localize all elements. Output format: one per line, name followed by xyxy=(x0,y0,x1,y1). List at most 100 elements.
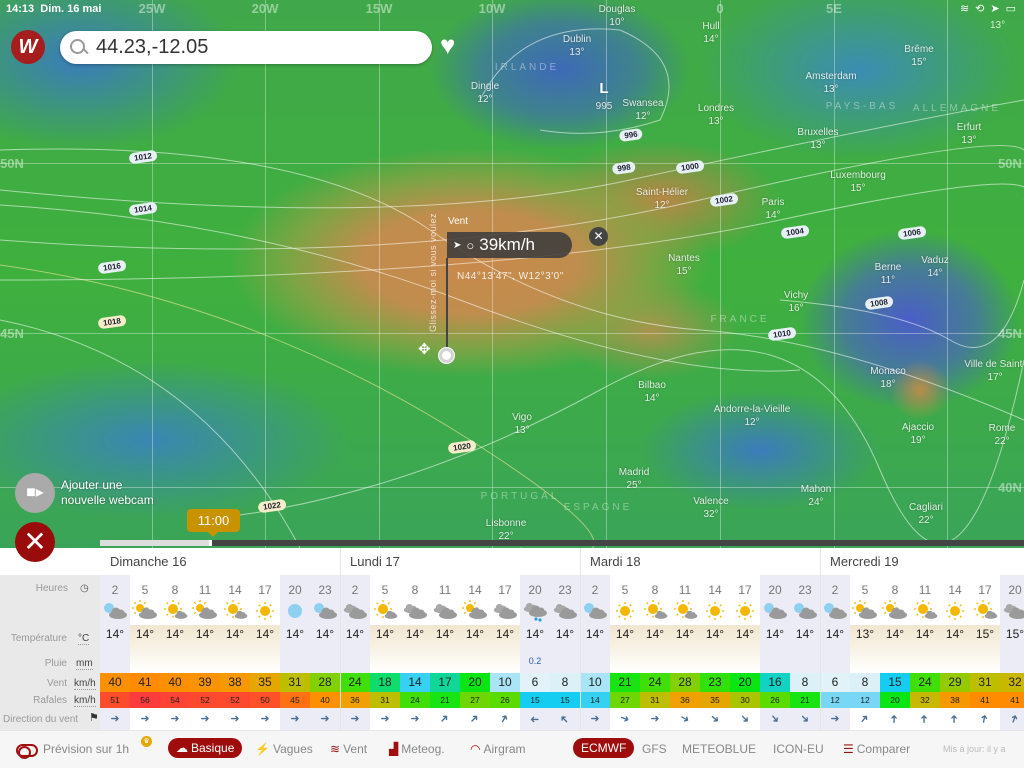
city-temperature: 18° xyxy=(880,379,896,390)
move-icon[interactable]: ✥ xyxy=(418,341,431,358)
model-ecmwf[interactable]: ECMWF xyxy=(573,738,635,758)
forecast-column[interactable]: 2 14° 6 12 ➜ xyxy=(820,575,850,730)
forecast-column[interactable]: 5 14° 18 31 ➜ xyxy=(370,575,400,730)
timeline-handle[interactable] xyxy=(208,540,212,546)
cloud-sun-icon: ☁ xyxy=(176,741,188,755)
forecast-column[interactable]: 2 14° 40 51 ➜ xyxy=(100,575,130,730)
timeline-time-bubble[interactable]: 11:00 xyxy=(187,509,240,537)
hour-cell: 17 xyxy=(258,583,272,597)
mode-airgram[interactable]: ◠ Airgram xyxy=(470,742,526,756)
wind-direction-cell: ➜ xyxy=(610,710,640,728)
forecast-column[interactable]: 11 14° 17 21 ➜ xyxy=(430,575,460,730)
bottom-toolbar: Prévision sur 1h ♛ ☁ Basique ⚡ Vagues ≋ Ven… xyxy=(0,730,1024,768)
timeline-slider[interactable] xyxy=(100,540,1024,546)
wind-direction-cell: ➜ xyxy=(970,710,1000,728)
wind-unit[interactable]: km/h xyxy=(74,678,96,690)
wind-arrow-icon: ➜ xyxy=(857,711,873,727)
forecast-column[interactable]: 23 14° 8 15 ➜ xyxy=(550,575,580,730)
graticule-label: 50N xyxy=(998,156,1022,171)
sun-small-cloud-icon xyxy=(970,600,1000,622)
city-temperature: 13° xyxy=(514,425,530,436)
gridline xyxy=(0,333,1024,334)
forecast-column[interactable]: 20 14° 16 26 ➜ xyxy=(760,575,790,730)
wind-cell: 29 xyxy=(940,673,970,692)
picker-popup[interactable]: ➤ ○ 39km/h xyxy=(447,232,572,258)
forecast-column[interactable]: 8 14° 14 24 ➜ xyxy=(400,575,430,730)
forecast-column[interactable]: 20 15° 32 41 ➜ xyxy=(1000,575,1024,730)
forecast-column[interactable]: 11 14° 24 32 ➜ xyxy=(910,575,940,730)
mode-vagues[interactable]: ⚡ Vagues xyxy=(255,742,313,756)
wind-cell: 28 xyxy=(310,673,340,692)
day-label[interactable]: Mardi 18 xyxy=(590,554,641,569)
wind-cell: 24 xyxy=(910,673,940,692)
forecast-column[interactable]: 14 14° 20 27 ➜ xyxy=(460,575,490,730)
temperature-unit[interactable]: °C xyxy=(78,633,90,645)
mode-meteogram[interactable]: ▟ Meteog. xyxy=(389,742,445,756)
gust-cell: 54 xyxy=(160,692,190,708)
sunny-icon xyxy=(940,600,970,622)
mode-basique[interactable]: ☁ Basique xyxy=(168,738,243,758)
forecast-column[interactable]: 5 14° 41 56 ➜ xyxy=(130,575,160,730)
hourly-forecast-label[interactable]: Prévision sur 1h xyxy=(43,742,130,756)
forecast-column[interactable]: 23 14° 28 40 ➜ xyxy=(310,575,340,730)
model-icon-eu[interactable]: ICON-EU xyxy=(773,742,824,756)
city-label: Vichy 16° xyxy=(784,289,808,315)
city-name: Vaduz xyxy=(921,255,949,266)
day-label[interactable]: Mercredi 19 xyxy=(830,554,899,569)
forecast-column[interactable]: 8 14° 40 54 ➜ xyxy=(160,575,190,730)
mode-vent[interactable]: ≋ Vent xyxy=(330,742,367,756)
search-bar[interactable] xyxy=(60,31,432,64)
forecast-column[interactable]: 17 15° 31 41 ➜ xyxy=(970,575,1000,730)
webcam-button[interactable]: ■▸ xyxy=(15,473,55,513)
forecast-column[interactable]: 11 14° 28 36 ➜ xyxy=(670,575,700,730)
wind-direction-cell: ➜ xyxy=(760,710,790,728)
compare-button[interactable]: ☰ Comparer xyxy=(843,742,910,756)
forecast-column[interactable]: 20 14° 0.2 6 15 ➜ xyxy=(520,575,550,730)
weather-map[interactable]: 25W 20W 15W 10W 0 5E 50N 45N 50N 45N 40N Douglas 10°… xyxy=(0,0,1024,548)
city-label: Vaduz 14° xyxy=(921,254,949,280)
rain-unit[interactable]: mm xyxy=(76,658,93,670)
city-label: Vigo 13° xyxy=(512,411,532,437)
gust-cell: 24 xyxy=(400,692,430,708)
favorite-heart-icon[interactable]: ♥ xyxy=(440,30,456,60)
hour-cell: 11 xyxy=(918,583,932,597)
forecast-column[interactable]: 5 14° 21 27 ➜ xyxy=(610,575,640,730)
picker-pin[interactable] xyxy=(439,348,454,363)
forecast-column[interactable]: 2 14° 10 14 ➜ xyxy=(580,575,610,730)
add-webcam-label[interactable]: Ajouter une nouvelle webcam xyxy=(61,478,154,507)
hourly-forecast-toggle[interactable] xyxy=(16,744,38,759)
forecast-column[interactable]: 8 14° 15 20 ➜ xyxy=(880,575,910,730)
day-label[interactable]: Dimanche 16 xyxy=(110,554,187,569)
wind-cell: 20 xyxy=(460,673,490,692)
forecast-column[interactable]: 14 14° 23 35 ➜ xyxy=(700,575,730,730)
forecast-column[interactable]: 20 14° 31 45 ➜ xyxy=(280,575,310,730)
graticule-label: 0 xyxy=(716,1,724,16)
city-temperature: 15° xyxy=(850,183,866,194)
surfer-icon: ⚡ xyxy=(255,742,270,756)
wind-arrow-icon: ➜ xyxy=(530,713,540,725)
forecast-column[interactable]: 8 14° 24 31 ➜ xyxy=(640,575,670,730)
wind-cell: 15 xyxy=(880,673,910,692)
close-popup-button[interactable]: ✕ xyxy=(589,227,608,246)
graticule-label: 45N xyxy=(0,326,24,341)
close-forecast-button[interactable]: ✕ xyxy=(15,522,55,562)
model-meteoblue[interactable]: METEOBLUE xyxy=(682,742,757,756)
forecast-column[interactable]: 14 14° 38 52 ➜ xyxy=(220,575,250,730)
search-input[interactable] xyxy=(96,36,416,59)
forecast-column[interactable]: 5 13° 8 12 ➜ xyxy=(850,575,880,730)
forecast-column[interactable]: 23 14° 8 21 ➜ xyxy=(790,575,820,730)
forecast-column[interactable]: 14 14° 29 38 ➜ xyxy=(940,575,970,730)
forecast-column[interactable]: 17 14° 20 30 ➜ xyxy=(730,575,760,730)
day-label[interactable]: Lundi 17 xyxy=(350,554,400,569)
forecast-column[interactable]: 2 14° 24 36 ➜ xyxy=(340,575,370,730)
windy-logo-button[interactable]: W xyxy=(11,30,45,64)
city-temperature: 14° xyxy=(765,210,781,221)
forecast-column[interactable]: 11 14° 39 52 ➜ xyxy=(190,575,220,730)
gusts-unit[interactable]: km/h xyxy=(74,695,96,707)
wind-arrow-icon: ➜ xyxy=(380,713,390,725)
forecast-column[interactable]: 17 14° 10 26 ➜ xyxy=(490,575,520,730)
wind-cell: 28 xyxy=(670,673,700,692)
city-temperature: 12° xyxy=(744,417,760,428)
model-gfs[interactable]: GFS xyxy=(642,742,667,756)
forecast-column[interactable]: 17 14° 35 50 ➜ xyxy=(250,575,280,730)
